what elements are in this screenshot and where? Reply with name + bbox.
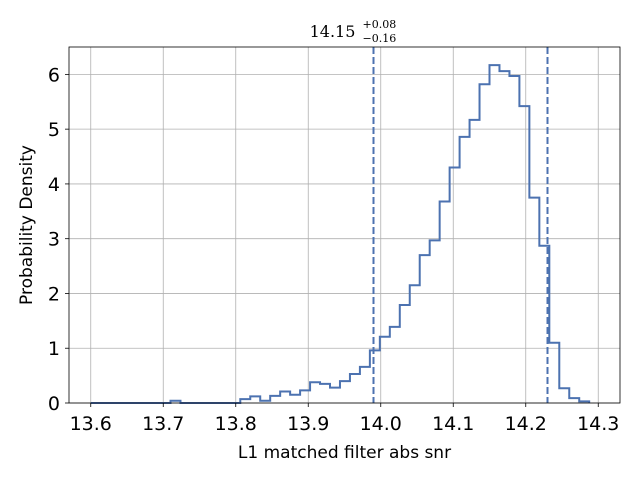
y-tick-label: 3: [48, 229, 60, 251]
title-upper-error: +0.08: [363, 18, 397, 31]
y-tick-label: 1: [48, 338, 60, 360]
y-tick-label: 2: [48, 283, 60, 305]
plot-frame: [68, 46, 621, 404]
y-axis-ticks: 0 1 2 3 4 5 6: [48, 64, 69, 415]
grid-lines: [69, 47, 620, 404]
y-tick-label: 0: [48, 393, 60, 415]
y-axis-label: Probability Density: [17, 145, 37, 305]
x-tick-label: 13.8: [215, 413, 257, 435]
chart-title: 14.15: [310, 22, 356, 41]
y-tick-label: 5: [48, 119, 60, 141]
x-axis-ticks: 13.6 13.7 13.8 13.9 14.0 14.1 14.2 14.3: [70, 403, 619, 435]
histogram-step-line: [90, 64, 591, 404]
x-tick-label: 14.1: [432, 413, 474, 435]
x-tick-label: 13.6: [70, 413, 112, 435]
x-tick-label: 13.9: [287, 413, 329, 435]
x-tick-label: 13.7: [142, 413, 184, 435]
x-tick-label: 14.3: [577, 413, 619, 435]
y-tick-label: 6: [48, 64, 60, 86]
histogram-series: [90, 64, 591, 404]
y-tick-label: 4: [48, 174, 60, 196]
x-axis-label: L1 matched filter abs snr: [238, 443, 451, 463]
credible-interval-lines: [372, 47, 549, 403]
title-value: 14.15: [310, 22, 356, 41]
x-tick-label: 14.2: [505, 413, 547, 435]
title-lower-error: −0.16: [363, 32, 397, 45]
x-tick-label: 14.0: [360, 413, 402, 435]
